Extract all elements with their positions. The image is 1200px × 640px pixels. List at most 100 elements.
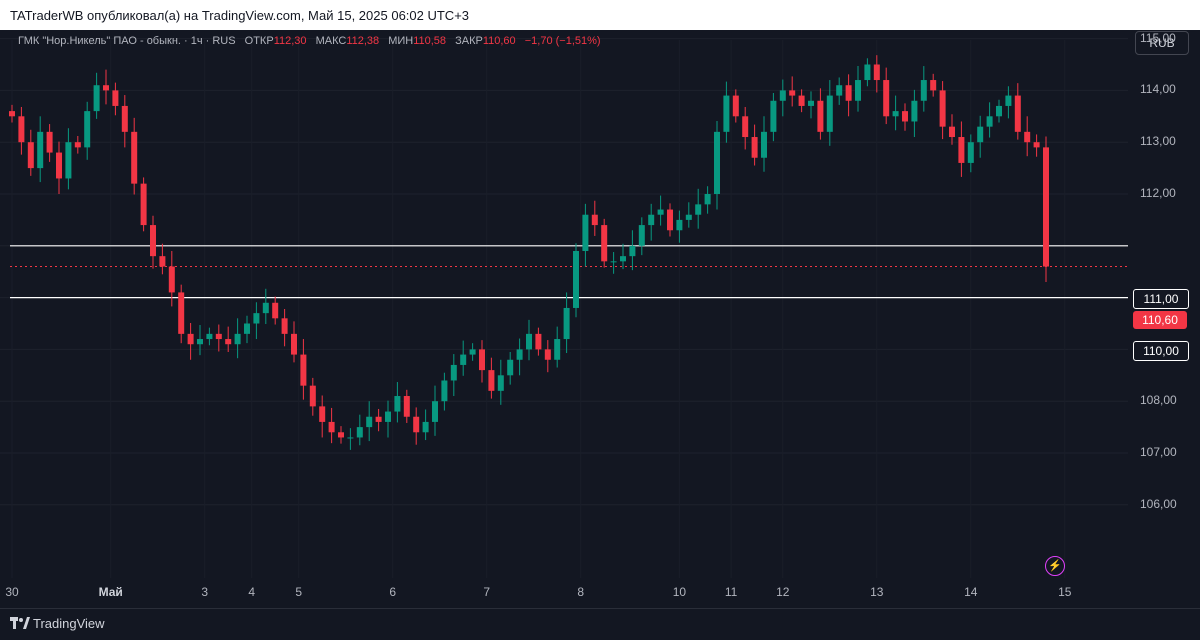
candle-body (648, 214, 655, 226)
candle (178, 284, 185, 344)
x-tick-label: 10 (672, 585, 687, 599)
candle (638, 217, 645, 256)
candle-body (695, 204, 702, 215)
chart-area[interactable] (0, 30, 1200, 608)
attribution-bar: TATraderWB опубликовал(а) на TradingView… (0, 0, 1200, 30)
x-tick-label: 8 (577, 585, 585, 599)
candle-body (638, 225, 645, 246)
candle-body (930, 80, 937, 91)
candle-body (18, 116, 25, 143)
currency-button[interactable]: RUB (1135, 31, 1189, 55)
symbol-name: ГМК "Нор.Никель" ПАО - обыкн. · 1ч · RUS (18, 35, 236, 47)
candle (573, 243, 579, 318)
candle-body (206, 333, 213, 340)
candle-body (112, 90, 119, 106)
candle-body (667, 209, 673, 231)
candle-body (291, 333, 297, 355)
candle-body (761, 131, 767, 158)
tradingview-logo-icon[interactable] (10, 617, 30, 631)
x-tick-label: 11 (724, 585, 738, 599)
candle (967, 134, 974, 173)
candle (1043, 136, 1049, 283)
candle (488, 357, 495, 399)
candle (112, 82, 119, 116)
x-tick-label: 7 (483, 585, 491, 599)
low-value: 110,58 (413, 35, 447, 47)
footer: TradingView (0, 608, 1200, 640)
candle-body (554, 339, 561, 360)
candle-body (967, 142, 974, 163)
candle (723, 81, 730, 143)
candle-body (338, 432, 344, 438)
candle (168, 250, 175, 307)
y-tick-label: 115,00 (1140, 30, 1176, 45)
candle-body (685, 214, 692, 220)
candle (18, 106, 25, 155)
candle-body (385, 411, 391, 422)
candle-body (262, 302, 269, 314)
candle-body (234, 333, 241, 345)
candle-body (573, 250, 579, 308)
candle (582, 203, 589, 267)
candle (479, 340, 485, 383)
x-tick-label: 12 (776, 585, 790, 599)
candle-body (789, 90, 796, 96)
high-label: МАКС (315, 35, 347, 47)
candle-body (74, 142, 81, 148)
candle-body (1024, 131, 1031, 143)
candle-body (93, 85, 100, 112)
open-value: 112,30 (273, 35, 307, 47)
candle-body (883, 80, 890, 117)
candle (93, 72, 100, 119)
candle-body (432, 401, 438, 422)
y-tick-label: 106,00 (1140, 496, 1177, 511)
candle (150, 215, 156, 269)
candle-body (366, 416, 373, 428)
candle-body (197, 339, 203, 345)
high-value: 112,38 (346, 35, 380, 47)
candlestick-plot[interactable] (0, 30, 1200, 608)
candle (855, 66, 861, 112)
candle-body (441, 380, 448, 402)
candle (704, 186, 711, 214)
candle (356, 414, 363, 446)
x-tick-label: 3 (201, 585, 209, 599)
candle-body (103, 85, 109, 91)
y-tick-label: 107,00 (1140, 445, 1177, 459)
candle (469, 343, 476, 361)
candle-body (873, 64, 880, 81)
candle (1033, 134, 1040, 157)
candle-body (817, 100, 824, 132)
candle (648, 203, 655, 241)
candle (958, 121, 965, 177)
branding-text[interactable]: TradingView (33, 616, 105, 631)
candle-body (375, 416, 382, 422)
x-tick-label: 5 (295, 585, 303, 599)
candle-body (742, 116, 749, 138)
lightning-icon[interactable]: ⚡ (1045, 556, 1065, 576)
candle (338, 426, 344, 444)
candle (272, 296, 279, 325)
low-label: МИН (388, 35, 414, 47)
candle (309, 377, 316, 416)
candle-body (808, 100, 814, 106)
candle-body (1043, 147, 1049, 267)
candle (657, 195, 664, 226)
candle (751, 124, 758, 166)
candle-body (704, 194, 711, 205)
candle-body (1014, 95, 1021, 132)
candle (197, 325, 203, 356)
candle-body (422, 421, 429, 433)
candle-body (779, 90, 786, 101)
candle-body (535, 333, 542, 350)
candle (864, 58, 871, 87)
x-tick-label: 14 (964, 585, 978, 599)
candle-body (140, 183, 147, 226)
candle (206, 327, 213, 346)
candle-body (939, 90, 946, 127)
y-tick-label: 112,00 (1140, 186, 1176, 200)
candle (37, 116, 44, 183)
candle-body (9, 111, 15, 117)
candle (460, 340, 467, 376)
candle-body (131, 131, 138, 184)
